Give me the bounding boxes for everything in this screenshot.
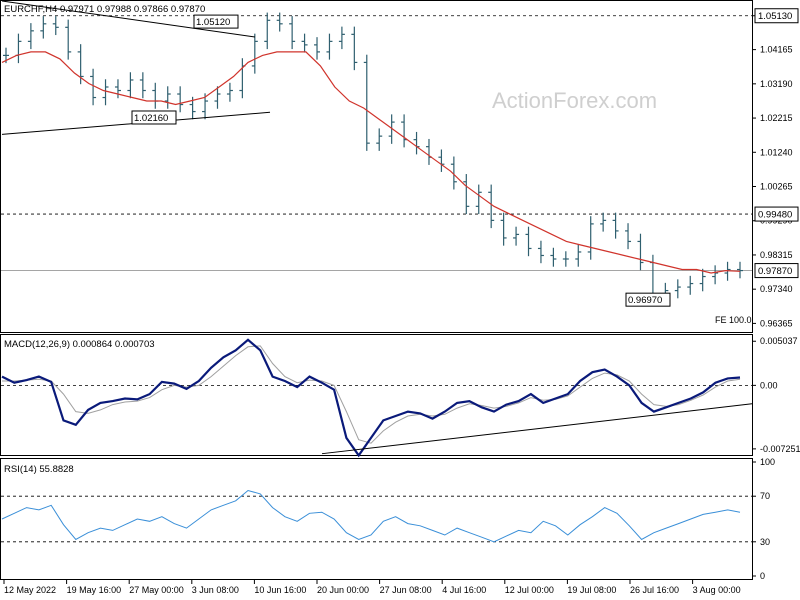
fe-label: FE 100.0	[715, 315, 752, 325]
rsi-plot: 100 70 30 0	[1, 457, 775, 581]
macd-tick-label: 0.005037	[760, 336, 798, 346]
annotation-box	[625, 292, 671, 307]
x-tick-label: 12 Jul 00:00	[505, 585, 554, 595]
annotation-label: 1.02160	[134, 113, 168, 124]
x-tick-label: 27 Jun 08:00	[380, 585, 432, 595]
y-tick-label: 0.97340	[760, 284, 793, 294]
watermark: ActionForex.com	[492, 88, 657, 113]
macd-trendline	[321, 403, 753, 455]
level-tag: 0.99480	[758, 210, 792, 221]
resistance-trendline	[1, 0, 256, 38]
x-tick-label: 20 Jun 00:00	[317, 585, 369, 595]
rsi-tick-label: 0	[760, 571, 765, 581]
rsi-tick-label: 30	[760, 537, 770, 547]
annotation-box	[193, 14, 239, 29]
x-tick-label: 19 May 16:00	[67, 585, 122, 595]
x-tick-label: 10 Jun 16:00	[254, 585, 306, 595]
y-tick-label: 1.01240	[760, 147, 793, 157]
price-plot: 1.05130 1.04165 1.03190 1.02215 1.01240 1.002…	[1, 0, 799, 328]
y-tick-label: 1.02215	[760, 113, 793, 123]
level-tag-box	[754, 263, 799, 279]
x-tick-label: 3 Jun 08:00	[192, 585, 239, 595]
macd-tick-label: 0.00	[760, 380, 778, 390]
rsi-tick-label: 100	[760, 457, 775, 467]
annotation-box	[131, 110, 177, 125]
macd-plot: 0.005037 0.00 -0.007251	[1, 336, 800, 458]
macd-line	[1, 338, 741, 458]
level-tag-box	[754, 8, 799, 24]
rsi-header: RSI(14) 55.8828	[4, 464, 74, 475]
x-tick-label: 19 Jul 08:00	[567, 585, 616, 595]
x-tick-label: 3 Aug 00:00	[693, 585, 741, 595]
level-tag: 1.05130	[758, 11, 792, 22]
rsi-line	[1, 489, 741, 543]
macd-signal-line	[2, 345, 741, 444]
x-tick-label: 27 May 00:00	[129, 585, 184, 595]
macd-panel-frame	[0, 334, 753, 456]
y-tick-label: 1.04165	[760, 45, 793, 55]
y-tick-label: 1.03190	[760, 79, 793, 89]
level-tag-box	[754, 206, 799, 222]
x-tick-label: 4 Jul 16:00	[442, 585, 486, 595]
annotation-label: 1.05120	[196, 17, 230, 28]
x-tick-label: 26 Jul 16:00	[630, 585, 679, 595]
macd-header: MACD(12,26,9) 0.000864 0.000703	[4, 339, 155, 350]
macd-tick-label: -0.007251	[760, 444, 800, 454]
rsi-tick-label: 70	[760, 491, 770, 501]
rsi-panel-frame	[0, 458, 753, 580]
main-panel-frame	[0, 0, 753, 333]
x-axis: 12 May 2022 19 May 16:00 27 May 00:00 3 Jun…	[3, 580, 741, 595]
y-tick-label: 0.96365	[760, 318, 793, 328]
moving-average-line	[1, 51, 741, 274]
x-tick-label: 12 May 2022	[4, 585, 56, 595]
y-tick-label: 1.00265	[760, 182, 793, 192]
main-header: EURCHF,H4 0.97971 0.97988 0.97866 0.9787…	[4, 4, 205, 15]
annotation-label: 0.96970	[628, 295, 662, 306]
level-tag: 0.97870	[758, 266, 792, 277]
y-tick-label: 0.98315	[760, 250, 793, 260]
